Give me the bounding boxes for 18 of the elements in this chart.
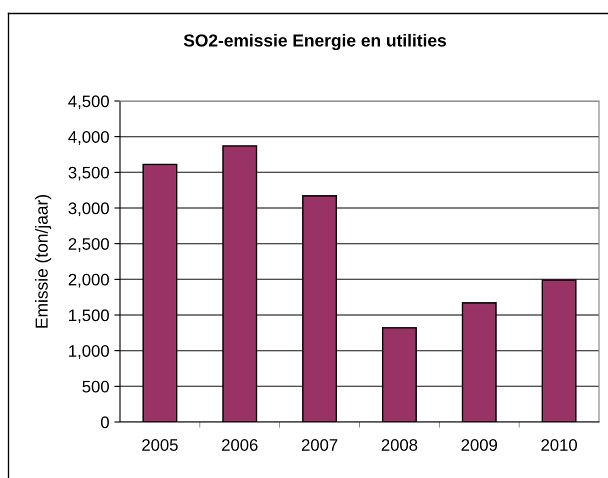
x-tick-label: 2009 <box>462 439 497 451</box>
y-tick-label: 1,500 <box>69 309 109 324</box>
x-tick-label: 2007 <box>302 439 338 451</box>
y-tick-label: 500 <box>82 380 109 393</box>
y-axis-title: Emissie (ton/jaar) <box>35 195 52 328</box>
x-tick-label: 2006 <box>222 439 258 451</box>
y-tick-label: 2,000 <box>68 274 109 288</box>
x-tick-label: 2010 <box>541 439 577 451</box>
y-tick-label: 4,000 <box>68 131 109 145</box>
x-tick-label: 2008 <box>382 439 418 451</box>
y-tick-label: 2,500 <box>68 238 109 252</box>
y-tick-label: 1,000 <box>69 345 109 359</box>
chart-title: SO2-emissie Energie en utilities <box>184 34 446 50</box>
x-tick-label: 2005 <box>142 439 178 451</box>
y-tick-label: 3,000 <box>68 202 109 216</box>
y-tick-label: 0 <box>100 416 109 428</box>
y-tick-label: 4,500 <box>68 95 109 110</box>
y-tick-label: 3,500 <box>68 166 109 181</box>
